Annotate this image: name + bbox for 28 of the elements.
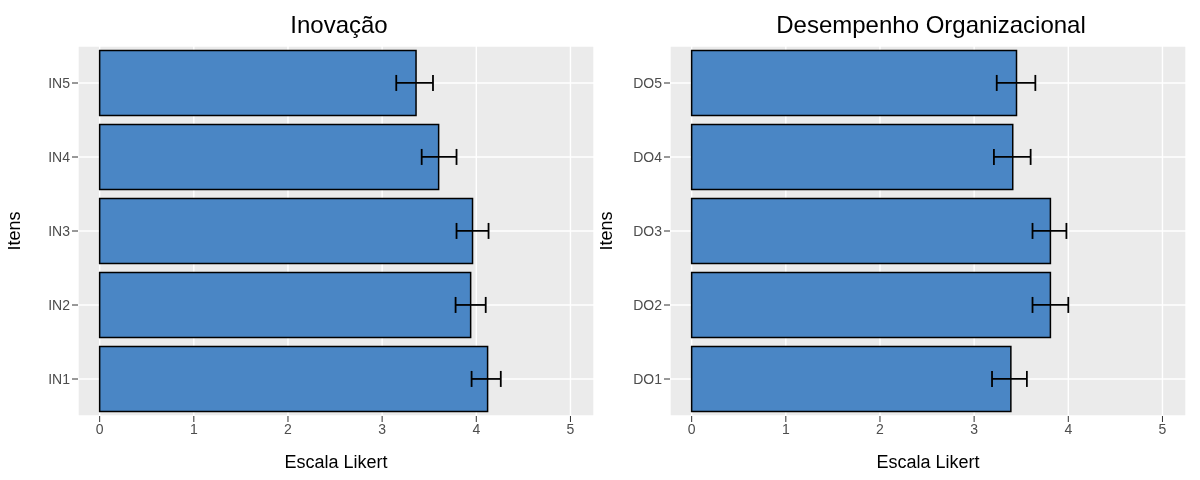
y-tick-label: DO3	[633, 222, 663, 239]
y-tick-label: IN1	[48, 370, 71, 387]
y-tick-label: IN5	[48, 74, 71, 91]
y-tick-label: DO4	[633, 148, 663, 165]
x-tick-label: 3	[970, 420, 979, 437]
x-tick-label: 3	[378, 420, 387, 437]
x-tick-label: 0	[95, 420, 104, 437]
y-axis-title: Itens	[4, 211, 25, 251]
x-tick-label: 2	[876, 420, 885, 437]
x-axis-title: Escala Likert	[284, 452, 388, 472]
y-tick-label: IN3	[48, 222, 71, 239]
x-axis-title: Escala Likert	[876, 452, 980, 472]
chart-title: Desempenho Organizacional	[776, 11, 1086, 38]
y-axis-title: Itens	[596, 211, 617, 251]
x-tick-label: 0	[687, 420, 696, 437]
chart-title: Inovação	[290, 11, 388, 38]
x-tick-label: 5	[566, 420, 575, 437]
y-tick-label: IN2	[48, 296, 71, 313]
x-tick-label: 4	[472, 420, 481, 437]
x-tick-label: 1	[189, 420, 198, 437]
x-tick-label: 4	[1064, 420, 1073, 437]
x-tick-label: 1	[781, 420, 790, 437]
y-tick-label: DO2	[633, 296, 663, 313]
y-tick-label: DO5	[633, 74, 663, 91]
x-tick-label: 2	[284, 420, 293, 437]
y-tick-label: IN4	[48, 148, 71, 165]
x-tick-label: 5	[1158, 420, 1167, 437]
y-tick-label: DO1	[633, 370, 663, 387]
